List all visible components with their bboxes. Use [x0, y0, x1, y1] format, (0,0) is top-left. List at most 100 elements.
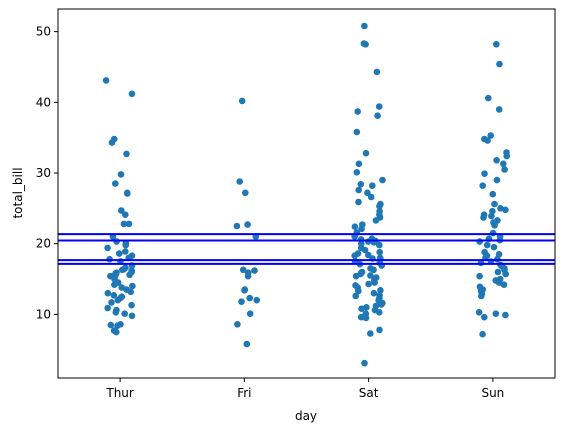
data-point — [476, 238, 483, 245]
data-point — [355, 186, 363, 194]
data-point — [376, 202, 383, 210]
x-tick-label: Fri — [237, 386, 251, 400]
data-point — [355, 198, 362, 206]
data-point — [120, 220, 128, 228]
y-tick-label: 30 — [36, 166, 51, 180]
data-point — [115, 250, 123, 257]
data-point — [377, 287, 384, 294]
data-point — [353, 128, 361, 136]
data-point — [242, 189, 249, 197]
data-point — [487, 132, 495, 139]
data-point — [108, 139, 116, 146]
data-point — [111, 281, 118, 289]
data-point — [251, 267, 258, 274]
data-point — [126, 271, 133, 279]
data-point — [500, 281, 508, 289]
data-point — [485, 94, 492, 102]
data-point — [357, 181, 365, 188]
data-point — [253, 296, 260, 304]
data-point — [488, 212, 495, 220]
x-tick-label: Thur — [105, 386, 134, 400]
data-point — [369, 182, 376, 189]
x-tick-label: Sat — [359, 386, 379, 400]
data-point — [492, 310, 500, 318]
data-point — [376, 241, 383, 249]
data-point — [479, 330, 486, 338]
data-point — [484, 137, 491, 144]
data-point — [354, 108, 362, 115]
data-point — [361, 246, 369, 254]
data-point — [489, 190, 497, 198]
data-point — [502, 311, 509, 319]
data-point — [128, 301, 135, 309]
data-point — [479, 182, 487, 189]
data-point — [244, 272, 252, 280]
data-point — [114, 322, 121, 330]
data-point — [496, 60, 503, 68]
data-point — [493, 176, 501, 184]
data-point — [489, 229, 497, 237]
data-point — [102, 77, 110, 84]
data-point — [119, 266, 126, 274]
data-point — [483, 241, 491, 249]
data-point — [124, 190, 131, 197]
data-point — [495, 106, 503, 113]
data-point — [376, 248, 384, 256]
data-point — [375, 103, 383, 110]
data-point — [361, 22, 368, 30]
data-point — [475, 309, 483, 316]
data-point — [243, 340, 251, 348]
data-point — [110, 292, 118, 299]
data-point — [113, 328, 120, 336]
data-point — [125, 220, 133, 228]
data-point — [370, 266, 377, 274]
data-point — [128, 90, 136, 98]
data-point — [355, 160, 363, 168]
data-point — [370, 289, 378, 297]
data-point — [118, 207, 125, 214]
reference-lines — [58, 233, 555, 265]
x-axis-label: day — [295, 409, 317, 423]
data-point — [493, 41, 500, 48]
data-point — [376, 309, 383, 316]
data-point — [234, 321, 241, 328]
data-point — [501, 166, 508, 173]
x-axis-ticks: Thur Fri Sat Sun — [105, 378, 504, 400]
y-tick-label: 40 — [36, 95, 51, 109]
data-point — [112, 180, 119, 187]
data-point — [361, 359, 368, 367]
data-point — [367, 330, 374, 337]
data-point — [127, 288, 134, 296]
data-point — [123, 150, 130, 158]
data-point — [129, 282, 136, 290]
data-point — [233, 222, 241, 230]
data-point — [373, 68, 381, 76]
data-point — [379, 176, 386, 184]
data-point — [122, 248, 129, 255]
data-point — [355, 287, 362, 295]
data-point — [365, 280, 372, 288]
data-point — [108, 299, 115, 306]
data-point — [113, 238, 120, 245]
data-point — [244, 221, 251, 228]
data-point — [481, 313, 488, 321]
data-point — [376, 326, 383, 334]
data-point — [358, 305, 365, 313]
data-point — [367, 193, 375, 201]
data-point — [500, 160, 507, 168]
data-point — [246, 294, 253, 302]
data-point — [112, 309, 120, 316]
data-point — [491, 200, 498, 208]
data-point — [491, 222, 498, 229]
data-point — [362, 149, 370, 157]
data-point — [114, 296, 122, 304]
data-point — [236, 178, 243, 185]
data-point — [122, 241, 129, 249]
data-point — [367, 272, 374, 279]
data-point — [104, 304, 111, 312]
data-point — [238, 298, 245, 306]
data-point — [476, 272, 483, 280]
data-point — [502, 270, 510, 278]
data-point — [351, 252, 359, 259]
